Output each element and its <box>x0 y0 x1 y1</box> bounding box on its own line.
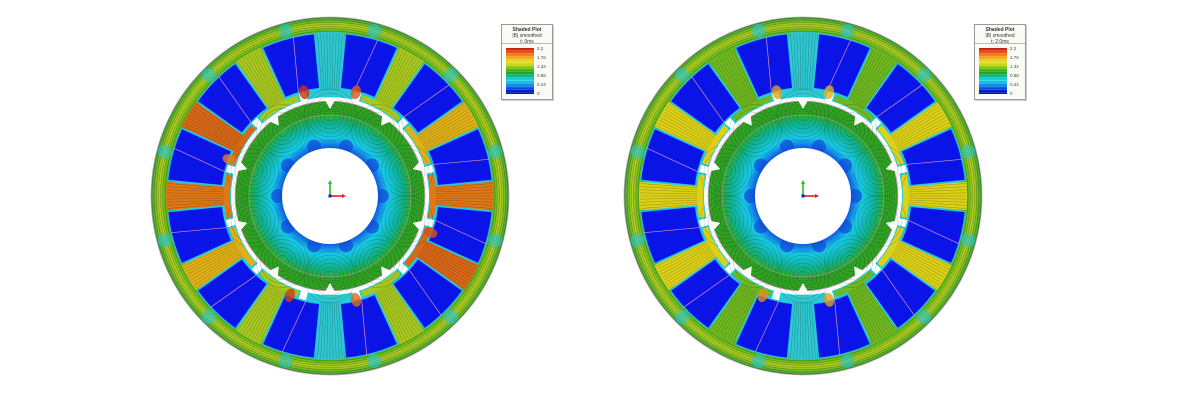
legend-tick: 1.32 <box>1010 64 1019 69</box>
legend-tick: 1.32 <box>537 64 546 69</box>
legend-body: 2.2 1.76 1.32 0.88 0.44 0 <box>975 44 1025 98</box>
legend-tick: 0.44 <box>1010 82 1019 87</box>
plot-right: Shaded Plot |B| smoothed t: 2.0ms 2.2 1.… <box>473 0 1073 400</box>
legend-tick: 0 <box>537 91 540 96</box>
legend-tick: 0 <box>1010 91 1013 96</box>
colorbar <box>979 48 1007 94</box>
legend-right: Shaded Plot |B| smoothed t: 2.0ms 2.2 1.… <box>974 24 1026 100</box>
legend-body: 2.2 1.76 1.32 0.88 0.44 0 <box>502 44 552 98</box>
legend-tick: 2.2 <box>537 46 544 51</box>
legend-title: Shaded Plot <box>985 27 1015 33</box>
legend-left: Shaded Plot |B| smoothed t: 0ms 2.2 1.76… <box>501 24 553 100</box>
plot-left: Shaded Plot |B| smoothed t: 0ms 2.2 1.76… <box>150 16 553 376</box>
legend-tick: 0.88 <box>537 73 546 78</box>
motor-flux-plot-right <box>623 16 983 376</box>
motor-flux-plot-left <box>150 16 510 376</box>
legend-tick: 0.88 <box>1010 73 1019 78</box>
colorbar <box>506 48 534 94</box>
legend-header: Shaded Plot |B| smoothed t: 0ms <box>502 25 552 45</box>
legend-tick: 2.2 <box>1010 46 1017 51</box>
legend-time: t: 0ms <box>520 39 534 45</box>
legend-title: Shaded Plot <box>512 27 542 33</box>
legend-tick: 1.76 <box>537 55 546 60</box>
legend-header: Shaded Plot |B| smoothed t: 2.0ms <box>975 25 1025 45</box>
legend-tick: 1.76 <box>1010 55 1019 60</box>
legend-quantity: |B| smoothed <box>985 33 1015 39</box>
legend-quantity: |B| smoothed <box>512 33 542 39</box>
legend-time: t: 2.0ms <box>991 39 1009 45</box>
legend-tick: 0.44 <box>537 82 546 87</box>
